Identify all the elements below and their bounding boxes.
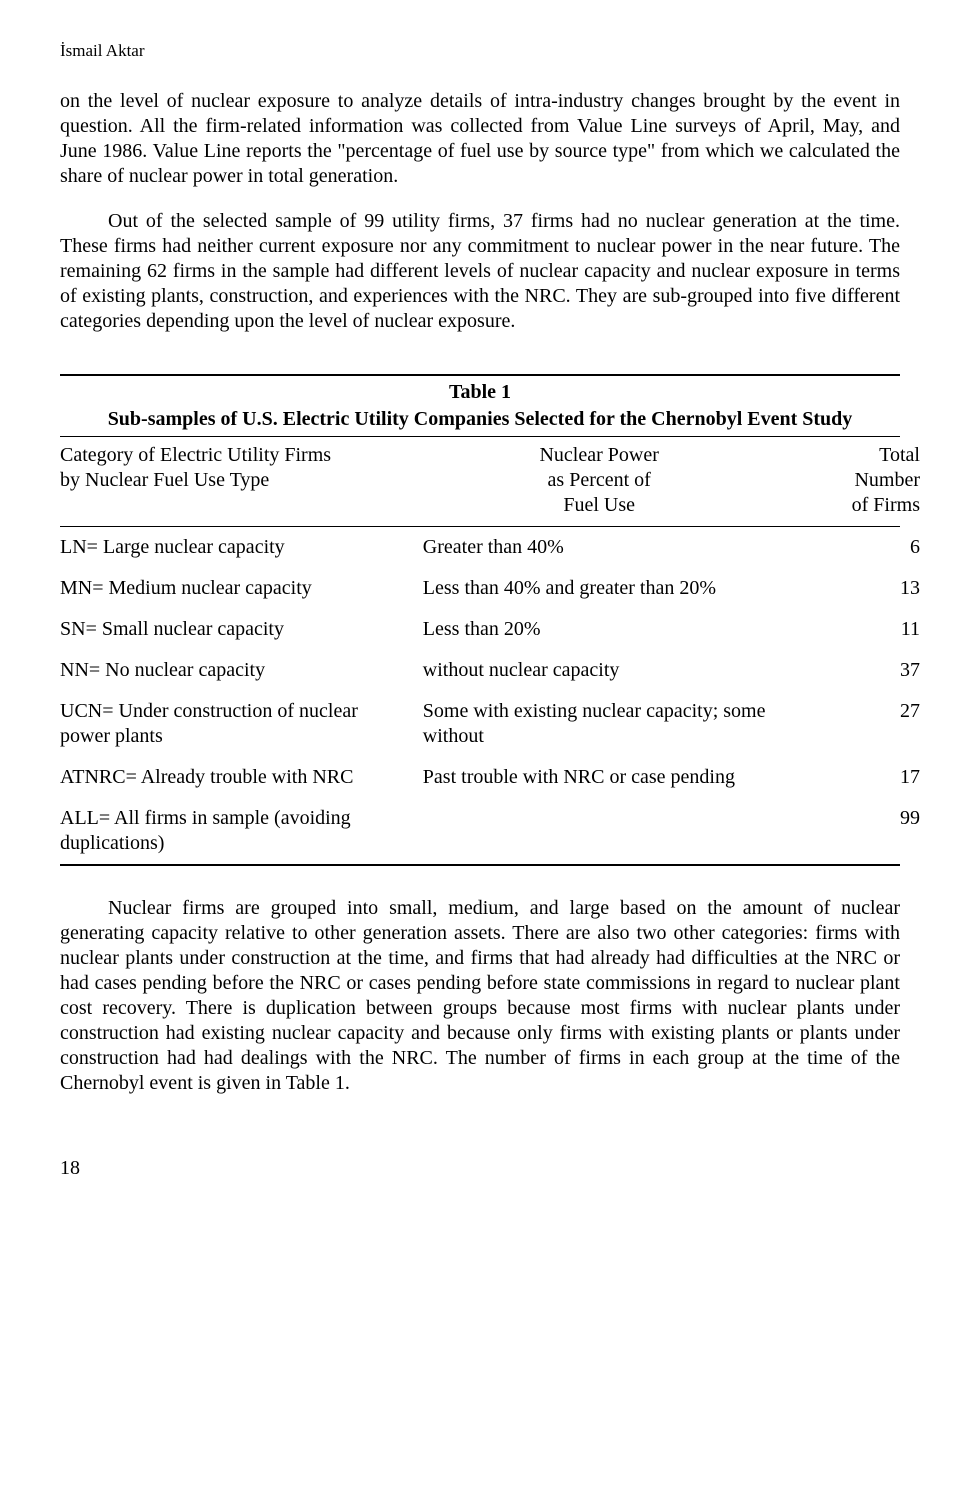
table-cell-description: Less than 20% (423, 617, 786, 642)
table-row: SN= Small nuclear capacity Less than 20%… (60, 609, 900, 650)
author-name: İsmail Aktar (60, 40, 900, 61)
table-header-col3-line3: of Firms (786, 493, 920, 518)
page-number: 18 (60, 1156, 900, 1181)
table-header-col3-line2: Number (786, 468, 920, 493)
table-header-col3-line1: Total (786, 443, 920, 468)
table-row: MN= Medium nuclear capacity Less than 40… (60, 568, 900, 609)
table-header-col2-line3: Fuel Use (423, 493, 776, 518)
table-row: ATNRC= Already trouble with NRC Past tro… (60, 757, 900, 798)
table-row: NN= No nuclear capacity without nuclear … (60, 650, 900, 691)
table-cell-count: 99 (786, 806, 920, 831)
table-header-col1-line2: by Nuclear Fuel Use Type (60, 468, 413, 493)
table-header-col3: Total Number of Firms (786, 443, 920, 518)
table-header-col2-line2: as Percent of (423, 468, 776, 493)
table-rule-bottom (60, 864, 900, 866)
table-1: Table 1 Sub-samples of U.S. Electric Uti… (60, 374, 900, 866)
table-row: UCN= Under construction of nuclear power… (60, 691, 900, 757)
table-header-row: Category of Electric Utility Firms by Nu… (60, 437, 900, 526)
table-cell-category: NN= No nuclear capacity (60, 658, 423, 683)
table-header-col2-line1: Nuclear Power (423, 443, 776, 468)
table-cell-count: 13 (786, 576, 920, 601)
table-header-col2: Nuclear Power as Percent of Fuel Use (423, 443, 786, 518)
table-cell-description: Less than 40% and greater than 20% (423, 576, 786, 601)
table-cell-description: Greater than 40% (423, 535, 786, 560)
table-title: Table 1 (60, 376, 900, 407)
table-cell-category: MN= Medium nuclear capacity (60, 576, 423, 601)
table-header-col1: Category of Electric Utility Firms by Nu… (60, 443, 423, 493)
table-cell-count: 11 (786, 617, 920, 642)
table-cell-count: 6 (786, 535, 920, 560)
table-cell-category: LN= Large nuclear capacity (60, 535, 423, 560)
table-cell-category: UCN= Under construction of nuclear power… (60, 699, 423, 749)
table-cell-count: 37 (786, 658, 920, 683)
paragraph-2: Out of the selected sample of 99 utility… (60, 209, 900, 334)
table-cell-count: 17 (786, 765, 920, 790)
paragraph-3: Nuclear firms are grouped into small, me… (60, 896, 900, 1096)
paragraph-1: on the level of nuclear exposure to anal… (60, 89, 900, 189)
table-cell-count: 27 (786, 699, 920, 724)
table-cell-category: ALL= All firms in sample (avoiding dupli… (60, 806, 423, 856)
table-subtitle: Sub-samples of U.S. Electric Utility Com… (60, 407, 900, 436)
table-cell-category: ATNRC= Already trouble with NRC (60, 765, 423, 790)
table-cell-description: Past trouble with NRC or case pending (423, 765, 786, 790)
table-header-col1-line1: Category of Electric Utility Firms (60, 443, 413, 468)
table-row: ALL= All firms in sample (avoiding dupli… (60, 798, 900, 864)
table-cell-description: without nuclear capacity (423, 658, 786, 683)
table-row: LN= Large nuclear capacity Greater than … (60, 527, 900, 568)
table-cell-category: SN= Small nuclear capacity (60, 617, 423, 642)
table-cell-description: Some with existing nuclear capacity; som… (423, 699, 786, 749)
